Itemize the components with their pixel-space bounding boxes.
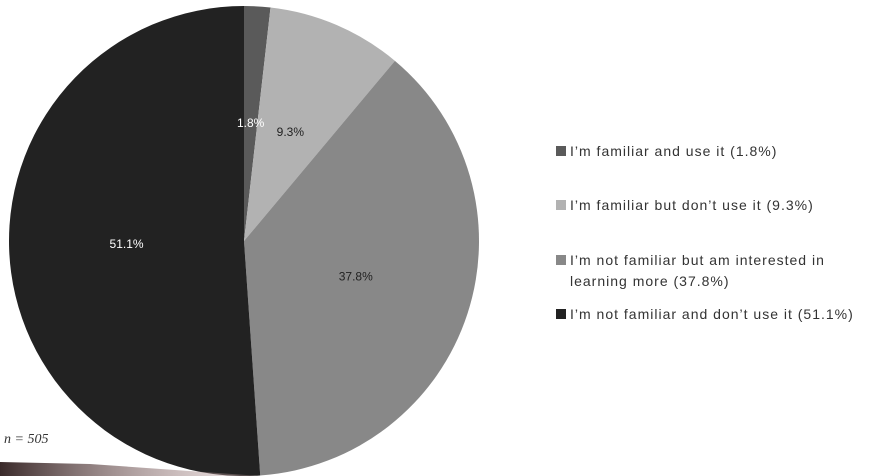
- legend-swatch: [556, 255, 566, 265]
- pie-slice: [244, 7, 395, 241]
- data-label: 37.8%: [339, 269, 373, 283]
- pie-slice: [8, 6, 261, 476]
- data-label: 51.1%: [110, 237, 144, 251]
- legend-swatch: [556, 309, 566, 319]
- pie-slice: [244, 60, 479, 476]
- legend-label: I’m familiar and use it (1.8%): [570, 143, 778, 159]
- decoration: [0, 462, 260, 476]
- pie-slice: [244, 6, 271, 241]
- annotation: n = 505: [4, 432, 49, 447]
- legend-label: I’m familiar but don’t use it (9.3%): [570, 197, 814, 213]
- data-label: 1.8%: [237, 116, 265, 130]
- legend-swatch: [556, 146, 566, 156]
- data-label: 9.3%: [277, 125, 305, 139]
- legend-label: I’m not familiar and don’t use it (51.1%…: [570, 306, 854, 322]
- legend-label: I’m not familiar but am interested in le…: [570, 252, 825, 289]
- legend-swatch: [556, 200, 566, 210]
